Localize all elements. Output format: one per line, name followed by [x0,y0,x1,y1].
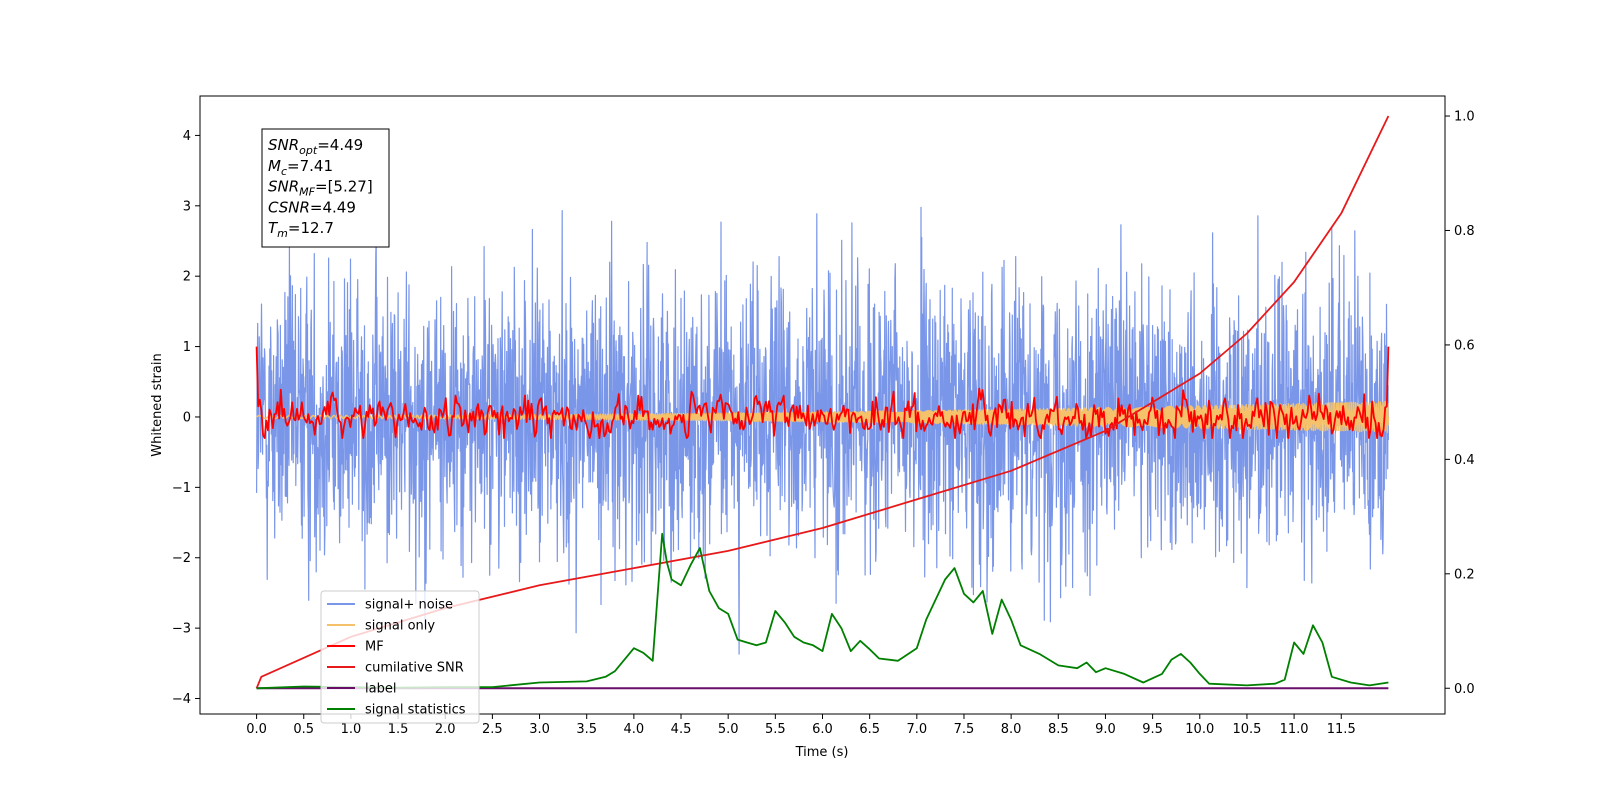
y-tick-label: 1 [183,340,191,355]
legend-frame [320,590,480,724]
x-tick-label: 8.0 [1001,722,1022,737]
y-tick-label: −2 [172,551,191,566]
legend-label: cumilative SNR [365,661,464,676]
info-box-line: SNRMF=[5.27] [268,178,373,199]
info-box-line: Tm=12.7 [268,219,334,240]
x-tick-label: 5.0 [718,722,739,737]
x-tick-label: 0.5 [293,722,314,737]
info-box-frame [261,128,390,248]
y2-tick-label: 1.0 [1454,110,1475,125]
y-tick-label: 0 [183,410,191,425]
x-tick-label: 5.5 [765,722,786,737]
legend: signal+ noise signal only MF cumilative SNR… [320,590,480,724]
y-tick-label: 4 [183,129,191,144]
y-tick-label: −4 [172,692,191,707]
series-line-5 [256,532,1389,690]
x-tick-label: 10.0 [1185,722,1214,737]
x-tick-label: 11.0 [1280,722,1309,737]
y2-tick-label: 0.4 [1454,453,1475,468]
y-axis-right: 0.0 0.2 0.4 0.6 0.8 1.0 [1445,110,1475,697]
y-tick-label: 3 [183,199,191,214]
y-tick-label: −1 [172,481,191,496]
x-tick-label: 8.5 [1048,722,1069,737]
x-tick-label: 9.5 [1142,722,1163,737]
info-box-line: Mc=7.41 [268,157,333,178]
x-tick-label: 0.0 [246,722,267,737]
y-tick-label: 2 [183,270,191,285]
legend-label: MF [365,640,384,655]
x-tick-label: 7.0 [906,722,927,737]
info-box-line: CSNR=4.49 [268,198,356,216]
y-axis-label: Whitened strain [150,353,165,456]
x-tick-label: 10.5 [1232,722,1261,737]
legend-label: signal+ noise [365,598,453,613]
y-axis-left: −4 −3 −2 −1 0 1 2 3 4 [172,129,200,707]
x-tick-label: 3.0 [529,722,550,737]
x-tick-label: 2.0 [435,722,456,737]
legend-label: signal only [365,619,435,634]
x-tick-label: 7.5 [954,722,975,737]
x-tick-label: 6.5 [859,722,880,737]
series-line-2 [255,346,1390,439]
x-axis: 0.0 0.5 1.0 1.5 2.0 2.5 3.0 3.5 4.0 4.5 5.0 5.5 6.0 6… [246,714,1356,737]
x-tick-label: 1.5 [388,722,409,737]
y2-tick-label: 0.2 [1454,567,1475,582]
x-tick-label: 6.0 [812,722,833,737]
y2-tick-label: 0.0 [1454,682,1475,697]
y2-tick-label: 0.6 [1454,338,1475,353]
y2-tick-label: 0.8 [1454,224,1475,239]
legend-label: label [365,682,396,697]
y-tick-label: −3 [172,622,191,637]
x-axis-label: Time (s) [795,745,849,760]
x-tick-label: 9.0 [1095,722,1116,737]
x-tick-label: 4.0 [624,722,645,737]
x-tick-label: 11.5 [1327,722,1356,737]
x-tick-label: 1.0 [341,722,362,737]
x-tick-label: 2.5 [482,722,503,737]
x-tick-label: 4.5 [671,722,692,737]
legend-label: signal statistics [365,703,466,718]
info-box-line: SNRopt=4.49 [268,136,363,157]
x-tick-label: 3.5 [576,722,597,737]
series-line-0 [256,206,1389,655]
